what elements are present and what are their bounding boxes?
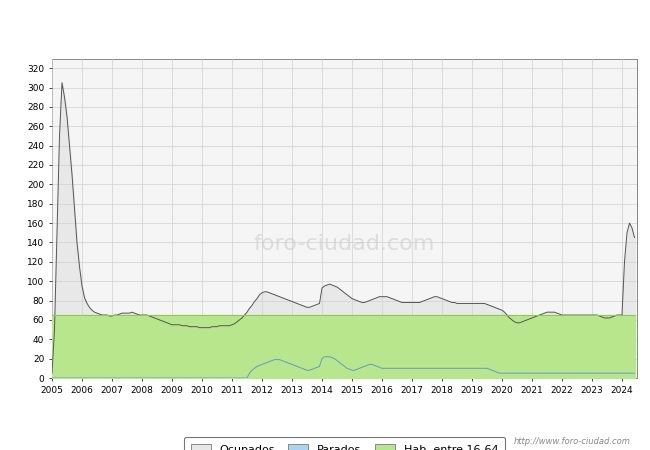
Text: foro-ciudad.com: foro-ciudad.com xyxy=(254,234,436,254)
Text: Castelnou - Evolucion de la poblacion en edad de Trabajar Mayo de 2024: Castelnou - Evolucion de la poblacion en… xyxy=(82,21,568,33)
Legend: Ocupados, Parados, Hab. entre 16-64: Ocupados, Parados, Hab. entre 16-64 xyxy=(184,437,505,450)
Text: http://www.foro-ciudad.com: http://www.foro-ciudad.com xyxy=(514,436,630,446)
